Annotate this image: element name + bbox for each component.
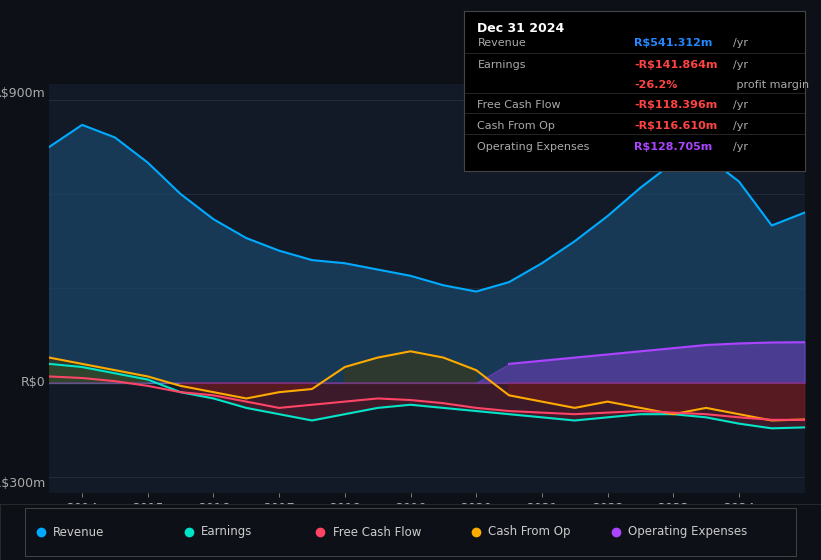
Text: Revenue: Revenue: [478, 38, 526, 48]
Text: Earnings: Earnings: [478, 60, 526, 71]
Text: R$128.705m: R$128.705m: [635, 142, 713, 152]
Text: R$0: R$0: [21, 376, 45, 389]
Text: Dec 31 2024: Dec 31 2024: [478, 22, 565, 35]
Text: Free Cash Flow: Free Cash Flow: [478, 100, 561, 110]
Text: Revenue: Revenue: [53, 525, 105, 539]
Text: Cash From Op: Cash From Op: [488, 525, 571, 539]
Text: -R$116.610m: -R$116.610m: [635, 121, 718, 131]
Text: profit margin: profit margin: [733, 80, 810, 90]
Text: -R$300m: -R$300m: [0, 477, 45, 490]
Text: R$900m: R$900m: [0, 87, 45, 100]
Text: Cash From Op: Cash From Op: [478, 121, 555, 131]
Text: Operating Expenses: Operating Expenses: [478, 142, 589, 152]
Text: /yr: /yr: [733, 60, 748, 71]
Text: R$541.312m: R$541.312m: [635, 38, 713, 48]
Text: -R$141.864m: -R$141.864m: [635, 60, 718, 71]
Text: /yr: /yr: [733, 100, 748, 110]
Text: /yr: /yr: [733, 142, 748, 152]
Text: /yr: /yr: [733, 121, 748, 131]
Text: -26.2%: -26.2%: [635, 80, 677, 90]
Text: Operating Expenses: Operating Expenses: [628, 525, 747, 539]
Text: Free Cash Flow: Free Cash Flow: [333, 525, 421, 539]
Text: /yr: /yr: [733, 38, 748, 48]
Text: Earnings: Earnings: [201, 525, 253, 539]
Text: -R$118.396m: -R$118.396m: [635, 100, 718, 110]
